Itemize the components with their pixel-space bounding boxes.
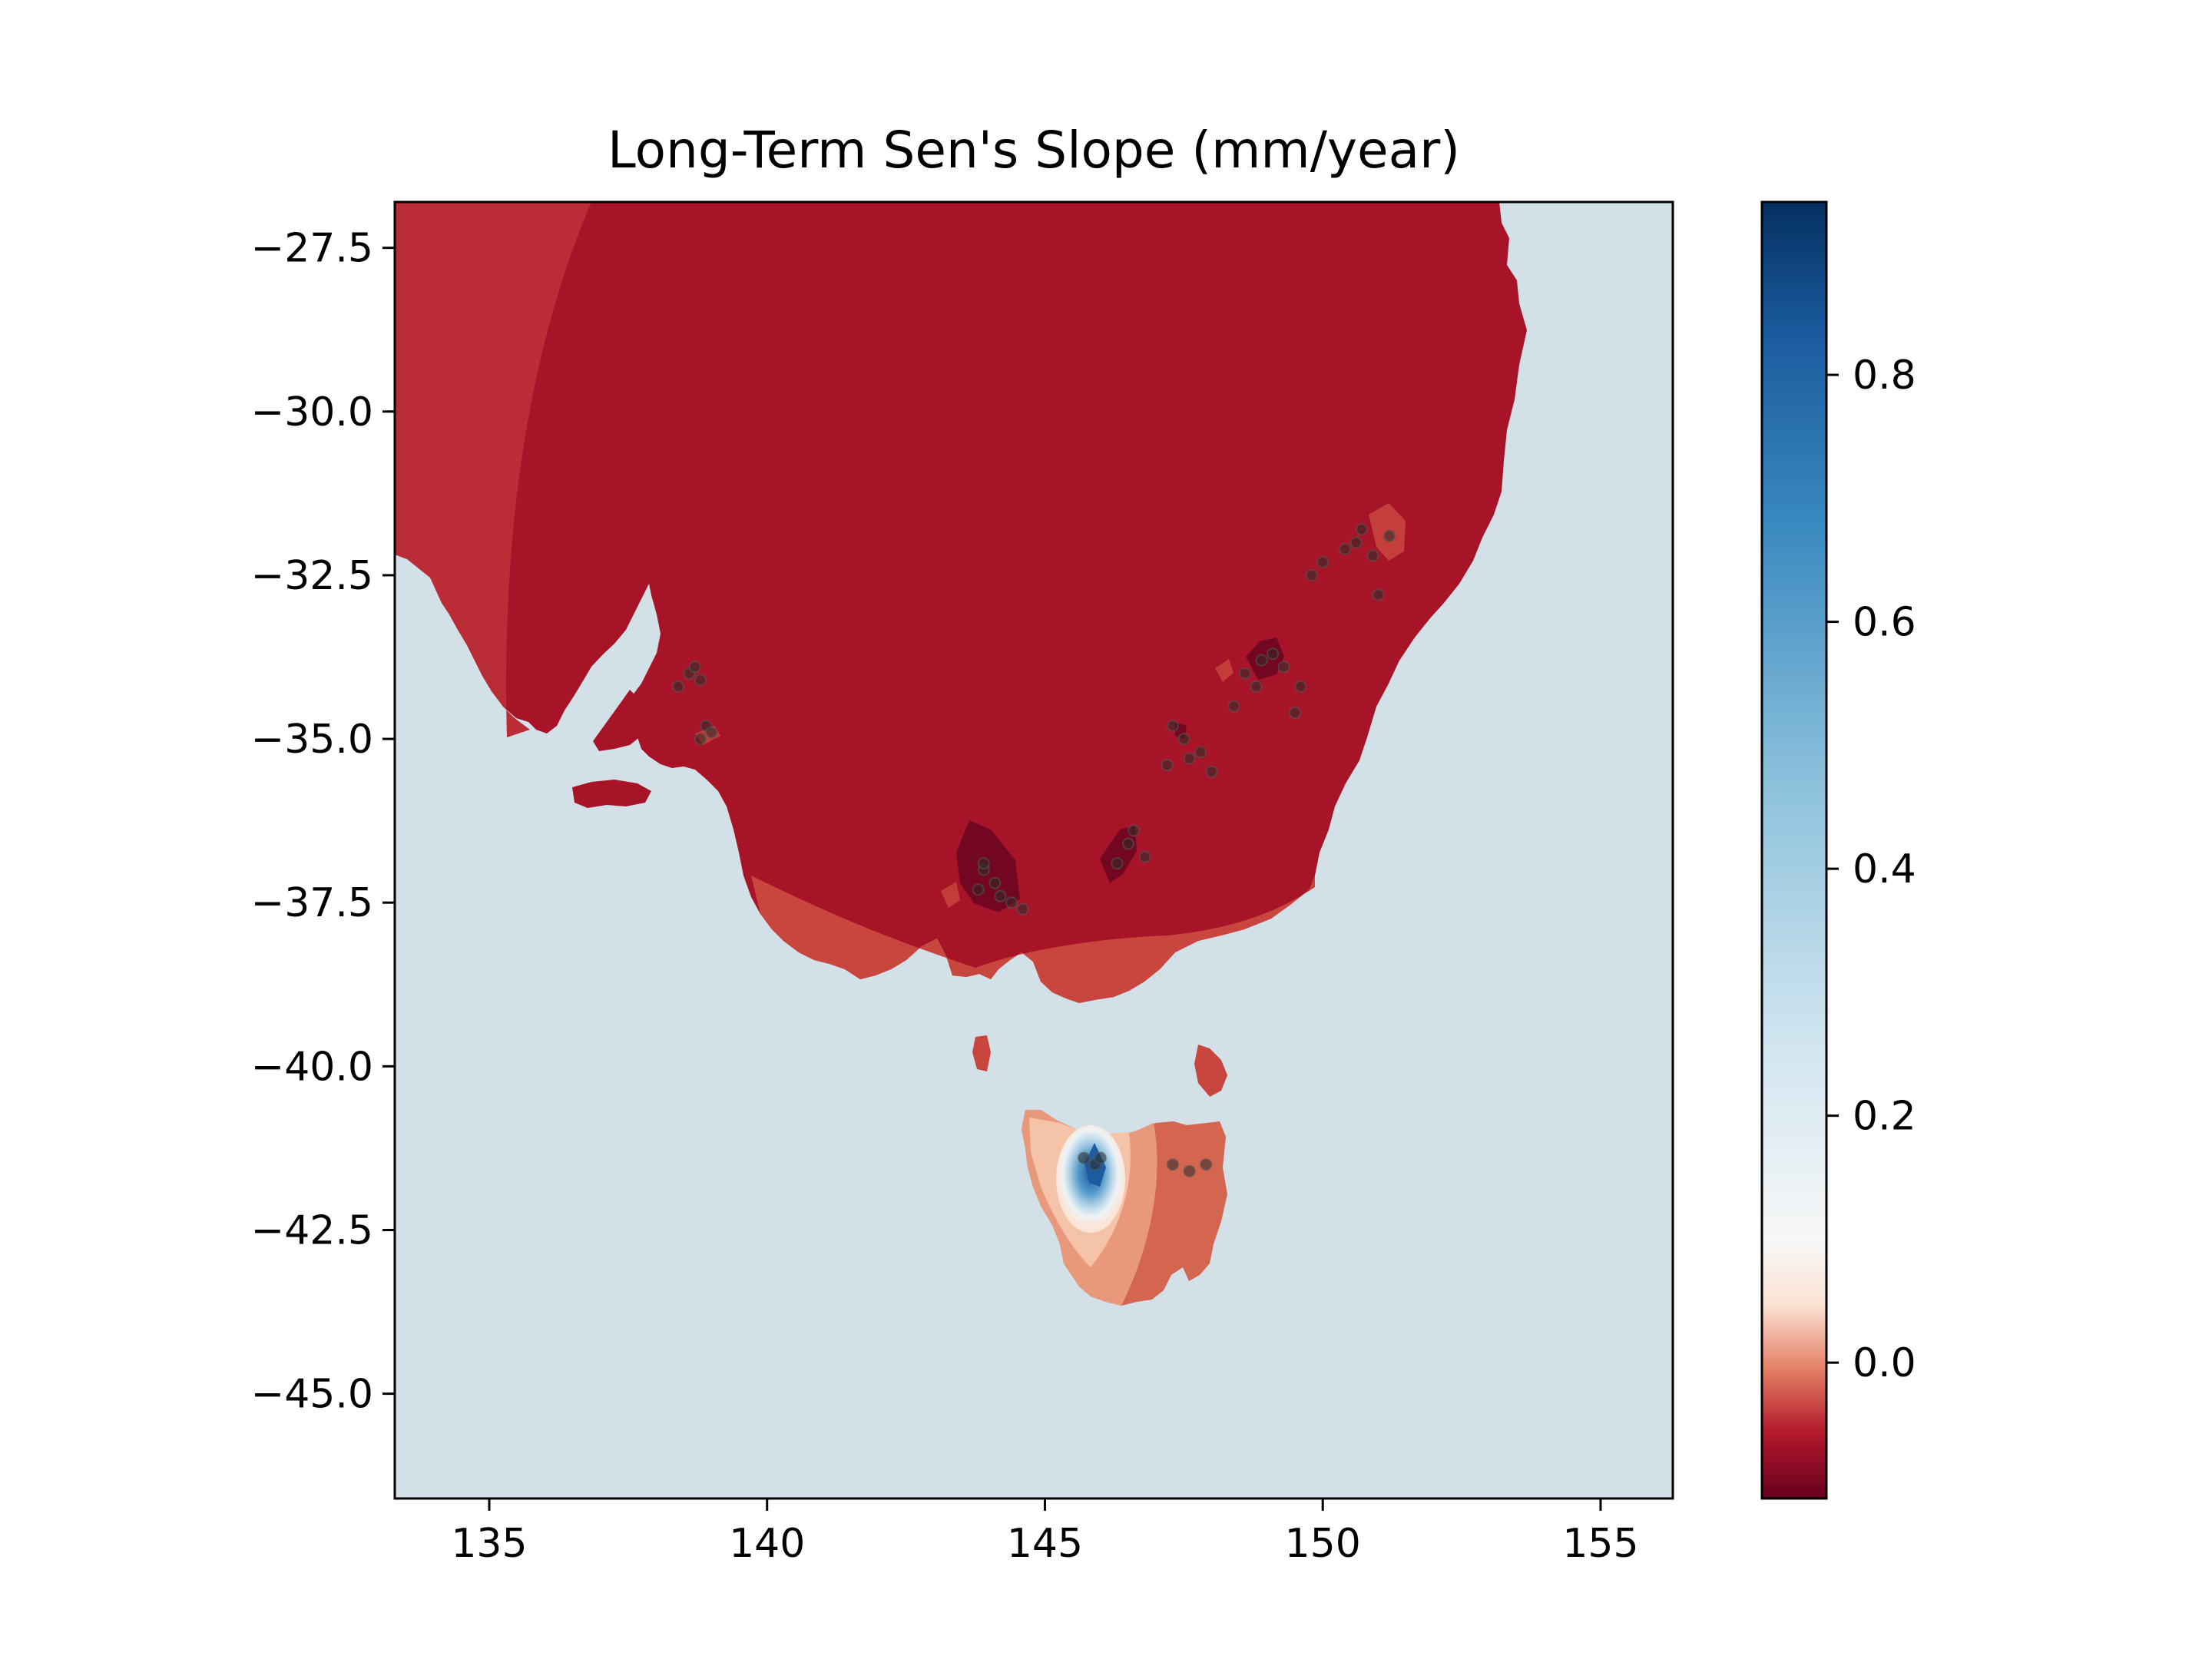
station-marker: [977, 857, 990, 870]
station-marker: [1227, 700, 1240, 713]
station-marker: [1078, 1151, 1091, 1164]
x-tick-label: 135: [451, 1521, 527, 1567]
station-marker: [1267, 647, 1280, 661]
station-marker: [671, 680, 684, 693]
kangaroo-island: [572, 780, 651, 808]
station-marker: [1305, 568, 1318, 581]
station-marker: [1161, 759, 1174, 772]
colorbar-tick-label: 0.2: [1853, 1094, 1916, 1140]
station-marker: [972, 883, 985, 896]
station-marker: [1255, 654, 1268, 667]
station-marker: [688, 661, 701, 674]
station-marker: [1177, 733, 1190, 746]
flinders-island: [1194, 1045, 1227, 1097]
station-marker: [1289, 706, 1302, 719]
y-tick-label: −32.5: [251, 553, 373, 599]
colorbar-tick-label: 0.0: [1853, 1340, 1916, 1386]
station-marker: [1121, 837, 1134, 850]
station-marker: [1205, 765, 1218, 778]
station-marker: [1183, 1164, 1196, 1177]
colorbar-tick-label: 0.4: [1853, 846, 1916, 892]
y-tick-label: −27.5: [251, 226, 373, 272]
y-axis: −27.5 −30.0 −32.5 −35.0 −37.5 −40.0 −42.5 −45.0: [251, 226, 395, 1418]
station-marker: [1316, 555, 1330, 568]
station-marker: [1094, 1151, 1107, 1164]
station-marker: [1005, 896, 1018, 909]
y-tick-label: −35.0: [251, 717, 373, 763]
station-marker: [1383, 529, 1396, 542]
station-marker: [694, 674, 707, 687]
station-marker: [694, 733, 707, 746]
cluster-small-2: [941, 882, 960, 908]
yorke-peninsula: [593, 690, 644, 751]
king-island: [972, 1035, 991, 1071]
x-tick-label: 145: [1007, 1521, 1083, 1567]
y-tick-label: −30.0: [251, 389, 373, 435]
station-marker: [1128, 824, 1141, 837]
station-marker: [1238, 667, 1251, 680]
station-marker: [988, 876, 1002, 889]
x-tick-label: 140: [729, 1521, 805, 1567]
y-tick-label: −42.5: [251, 1207, 373, 1253]
station-marker: [1166, 720, 1179, 733]
station-marker: [994, 889, 1007, 902]
axes-frame: [393, 200, 1674, 1500]
colorbar-tick-label: 0.6: [1853, 600, 1916, 646]
station-marker: [1349, 536, 1363, 549]
station-marker: [705, 726, 718, 739]
x-axis: 135 140 145 150 155: [451, 1498, 1639, 1567]
station-marker: [1372, 588, 1385, 601]
station-marker: [1277, 661, 1290, 674]
x-tick-label: 150: [1285, 1521, 1361, 1567]
chart-title: Long-Term Sen's Slope (mm/year): [608, 121, 1460, 180]
station-marker: [1111, 857, 1124, 870]
x-tick-label: 155: [1562, 1521, 1638, 1567]
y-tick-label: −45.0: [251, 1372, 373, 1418]
cluster-small-1: [1215, 659, 1233, 682]
colorbar: [1760, 200, 1828, 1500]
station-marker: [1016, 902, 1029, 916]
station-marker: [1166, 1158, 1179, 1171]
colorbar-tick-label: 0.8: [1853, 353, 1916, 399]
station-marker: [1294, 680, 1307, 693]
station-marker: [1183, 752, 1196, 765]
colorbar-axis: 0.0 0.2 0.4 0.6 0.8: [1826, 353, 1916, 1386]
station-marker: [1339, 542, 1352, 555]
station-marker: [1250, 680, 1263, 693]
y-tick-label: −37.5: [251, 880, 373, 926]
mainland-south-band: [751, 876, 1315, 1003]
y-tick-label: −40.0: [251, 1044, 373, 1090]
station-marker: [1355, 523, 1368, 536]
mainland-region: [395, 202, 1527, 1003]
station-marker: [1194, 746, 1207, 759]
mainland-west-band: [395, 202, 591, 737]
station-marker: [1366, 549, 1379, 562]
station-marker: [1200, 1158, 1213, 1171]
station-markers: [671, 523, 1396, 1177]
station-marker: [1138, 850, 1151, 863]
